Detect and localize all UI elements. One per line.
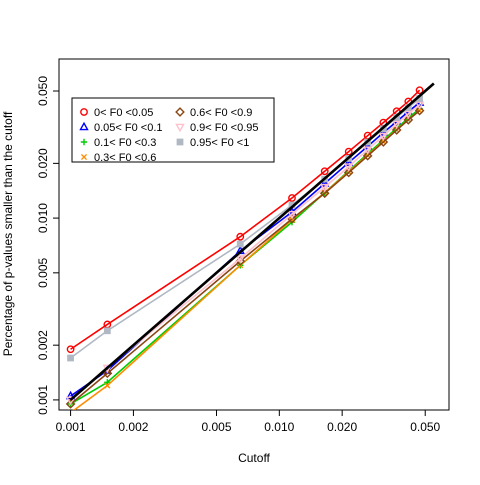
data-point [378, 137, 389, 147]
data-point [391, 125, 402, 135]
y-tick-label: 0.001 [36, 385, 50, 415]
legend-item: 0.3< F0 <0.6 [80, 152, 156, 164]
series-layer [65, 82, 435, 410]
data-point [391, 120, 402, 130]
series-line [70, 110, 421, 405]
data-point [236, 240, 244, 248]
x-tick-label: 0.050 [410, 420, 440, 434]
legend-label: 0.1< F0 <0.3 [94, 137, 156, 149]
legend-label: 0.95< F0 <1 [190, 137, 249, 149]
data-point [414, 105, 425, 116]
legend-item: 0.9< F0 <0.95 [175, 122, 259, 134]
x-tick-label: 0.005 [201, 420, 231, 434]
data-point [320, 167, 329, 176]
x-tick-label: 0.002 [118, 420, 148, 434]
legend-item: 0.6< F0 <0.9 [175, 107, 252, 119]
legend-item: 0.1< F0 <0.3 [80, 137, 156, 149]
data-point [414, 101, 425, 111]
data-point [103, 327, 111, 335]
y-tick-label: 0.020 [36, 148, 50, 178]
data-point [319, 188, 330, 199]
y-tick-label: 0.050 [36, 76, 50, 106]
data-point [403, 110, 414, 120]
legend-item: 0.95< F0 <1 [176, 137, 249, 149]
series-line [70, 104, 421, 401]
y-axis: 0.001 0.002 0.005 0.010 0.020 0.050 [36, 76, 60, 415]
legend-item: 0.05< F0 <0.1 [79, 121, 163, 134]
data-point [320, 183, 330, 193]
data-point [104, 382, 111, 389]
x-tick-label: 0.010 [264, 420, 294, 434]
legend-label: 0.05< F0 <0.1 [94, 122, 163, 134]
data-point [320, 178, 330, 187]
series-5 [65, 105, 425, 409]
y-tick-label: 0.005 [36, 257, 50, 287]
data-point [104, 379, 111, 386]
data-point [344, 157, 354, 166]
series-line [70, 89, 421, 350]
data-point [288, 194, 296, 202]
y-tick-label: 0.010 [36, 203, 50, 233]
legend-marker [80, 108, 88, 116]
legend-label: 0.3< F0 <0.6 [94, 152, 156, 164]
legend-label: 0< F0 <0.05 [94, 107, 153, 119]
x-axis: 0.001 0.002 0.005 0.010 0.020 0.050 [56, 409, 441, 434]
x-axis-title: Cutoff [238, 451, 270, 465]
legend-label: 0.9< F0 <0.95 [190, 122, 259, 134]
legend-marker [176, 138, 184, 146]
data-point [378, 132, 389, 142]
y-tick-label: 0.002 [36, 330, 50, 360]
data-point [415, 86, 424, 95]
data-point [287, 210, 297, 220]
legend-item: 0< F0 <0.05 [80, 107, 153, 119]
legend-marker [79, 121, 89, 131]
data-point [67, 354, 74, 362]
data-point [362, 146, 373, 155]
reference-line [69, 82, 435, 401]
legend-marker [80, 153, 88, 161]
x-tick-label: 0.001 [56, 420, 86, 434]
data-point [102, 368, 113, 379]
y-axis-title: Percentage of p-values smaller than the … [1, 111, 15, 356]
legend-marker [175, 123, 185, 133]
legend-box [71, 97, 275, 163]
x-tick-label: 0.020 [327, 420, 357, 434]
data-point [235, 255, 245, 264]
data-point [287, 214, 297, 224]
data-point [343, 167, 354, 178]
data-point [65, 399, 76, 409]
legend-marker [175, 107, 185, 117]
legend-marker [80, 138, 88, 146]
legend-label: 0.6< F0 <0.9 [190, 107, 252, 119]
legend: 0< F0 <0.05 0.05< F0 <0.1 0.1< F0 <0.3 0.3<… [71, 97, 275, 164]
series-6 [65, 101, 425, 406]
data-point [403, 115, 414, 125]
data-point [65, 396, 76, 406]
data-point [344, 163, 354, 172]
data-point [236, 232, 245, 241]
data-point [66, 345, 75, 354]
data-point [362, 151, 373, 161]
data-point [344, 147, 353, 156]
